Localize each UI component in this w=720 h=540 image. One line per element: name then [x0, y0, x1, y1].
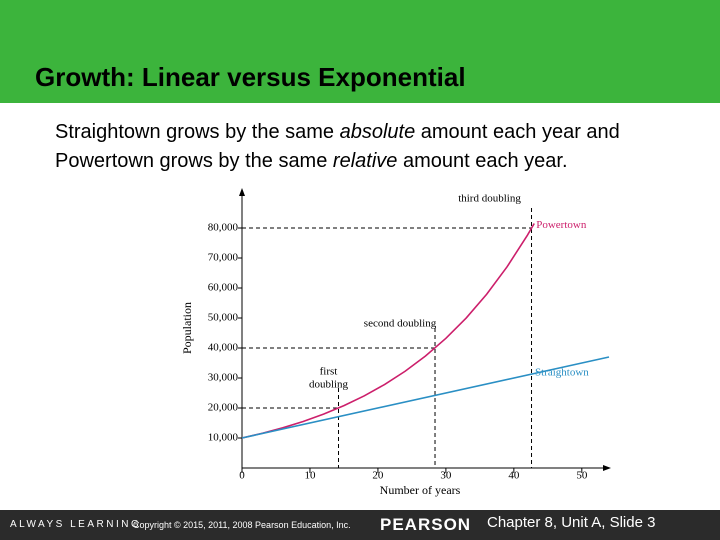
- series-line: [241, 356, 610, 439]
- title-banner: [0, 0, 720, 103]
- body-text: Straightown grows by the same: [55, 121, 340, 143]
- x-tick-label: 50: [576, 470, 588, 482]
- y-tick-label: 40,000: [208, 342, 239, 354]
- footer-tagline: ALWAYS LEARNING: [10, 519, 142, 530]
- footer-slide-number: Chapter 8, Unit A, Slide 3: [487, 514, 656, 531]
- x-tick-label: 0: [239, 470, 245, 482]
- body-text: amount each year.: [397, 150, 568, 172]
- footer-brand: PEARSON: [380, 515, 472, 534]
- x-tick-label: 40: [508, 470, 520, 482]
- body-text: amount each year and Powertown grows by …: [55, 121, 620, 172]
- footer: ALWAYS LEARNING Copyright © 2015, 2011, …: [0, 510, 720, 540]
- y-axis-arrow: [239, 188, 245, 196]
- series-line: [241, 223, 535, 439]
- x-tick-label: 10: [304, 470, 316, 482]
- body-emphasis: relative: [332, 150, 398, 172]
- y-tick-label: 10,000: [208, 432, 239, 444]
- y-tick-label: 70,000: [208, 252, 239, 264]
- y-tick-label: 30,000: [208, 372, 239, 384]
- x-axis-label: Number of years: [380, 483, 461, 497]
- slide-title: Growth: Linear versus Exponential: [35, 62, 466, 92]
- y-tick-label: 80,000: [208, 222, 239, 234]
- x-tick-label: 30: [440, 470, 452, 482]
- annotation: third doubling: [458, 193, 521, 205]
- y-tick-label: 20,000: [208, 402, 239, 414]
- y-axis-label: Population: [180, 302, 194, 354]
- body-text: Straightown grows by the same absolute a…: [55, 118, 675, 176]
- series-label: Powertown: [536, 219, 587, 231]
- annotation: first: [320, 366, 338, 378]
- x-tick-label: 20: [372, 470, 384, 482]
- annotation: doubling: [309, 379, 349, 391]
- series-label: Straightown: [535, 367, 589, 379]
- y-tick-label: 50,000: [208, 312, 239, 324]
- body-emphasis: absolute: [339, 121, 416, 143]
- y-tick-label: 60,000: [208, 282, 239, 294]
- footer-copyright: Copyright © 2015, 2011, 2008 Pearson Edu…: [133, 520, 351, 530]
- chart: Number of years Population 10,000 20,000 3…: [180, 188, 611, 497]
- x-axis-arrow: [603, 465, 611, 471]
- annotation: second doubling: [364, 318, 437, 330]
